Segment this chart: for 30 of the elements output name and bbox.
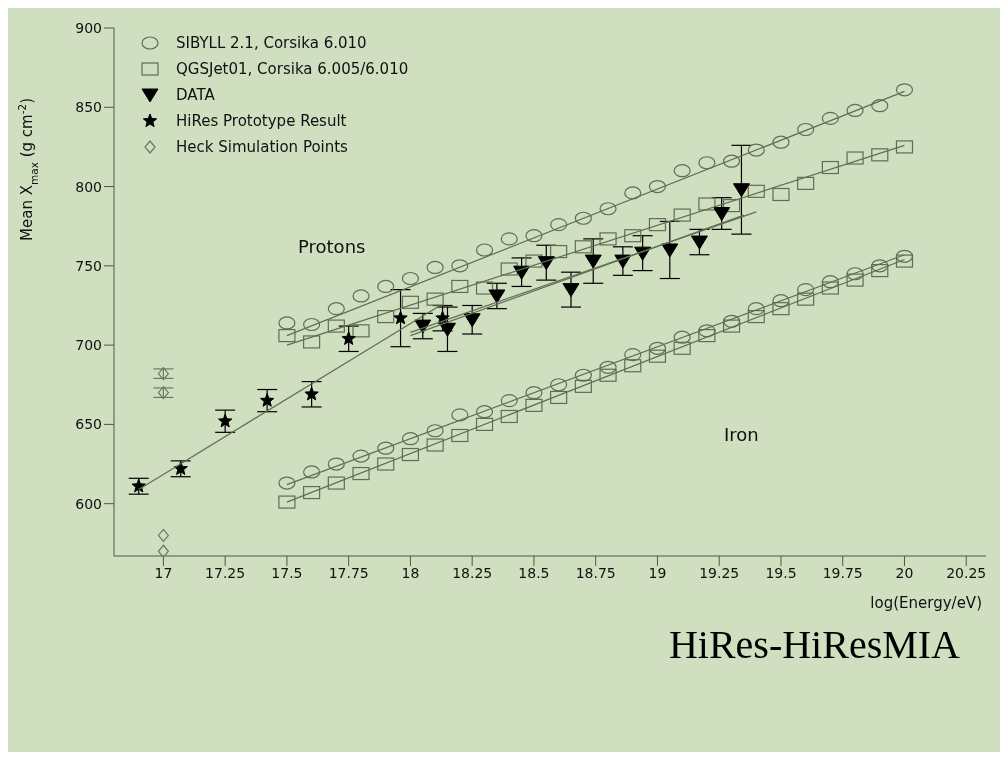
legend-label: HiRes Prototype Result bbox=[176, 112, 347, 130]
x-tick-label: 17.75 bbox=[328, 564, 369, 581]
y-tick-label: 750 bbox=[75, 257, 102, 274]
annotation: Iron bbox=[724, 424, 759, 445]
y-tick-label: 800 bbox=[75, 178, 102, 195]
x-tick-label: 19.5 bbox=[765, 564, 797, 581]
x-tick-label: 17.25 bbox=[205, 564, 246, 581]
legend-label: QGSJet01, Corsika 6.005/6.010 bbox=[176, 60, 409, 78]
y-tick-label: 700 bbox=[75, 337, 102, 354]
legend-label: DATA bbox=[176, 86, 215, 104]
y-tick-label: 850 bbox=[75, 99, 102, 116]
x-tick-label: 17.5 bbox=[271, 564, 303, 581]
x-tick-label: 18.75 bbox=[575, 564, 616, 581]
x-tick-label: 20.25 bbox=[946, 564, 987, 581]
x-tick-label: 19 bbox=[648, 564, 667, 581]
x-tick-label: 19.25 bbox=[699, 564, 740, 581]
x-tick-label: 18.5 bbox=[518, 564, 550, 581]
x-tick-label: 20 bbox=[895, 564, 914, 581]
legend-label: SIBYLL 2.1, Corsika 6.010 bbox=[176, 34, 367, 52]
x-tick-label: 17 bbox=[154, 564, 173, 581]
y-tick-label: 900 bbox=[75, 19, 102, 36]
y-tick-label: 600 bbox=[75, 495, 102, 512]
y-tick-label: 650 bbox=[75, 416, 102, 433]
x-tick-label: 19.75 bbox=[822, 564, 863, 581]
x-axis-title: log(Energy/eV) bbox=[870, 594, 982, 612]
x-tick-label: 18 bbox=[401, 564, 420, 581]
text: HiRes-HiResMIA bbox=[668, 621, 960, 668]
annotation: Protons bbox=[298, 236, 366, 257]
x-tick-label: 18.25 bbox=[452, 564, 493, 581]
legend-label: Heck Simulation Points bbox=[176, 138, 348, 156]
